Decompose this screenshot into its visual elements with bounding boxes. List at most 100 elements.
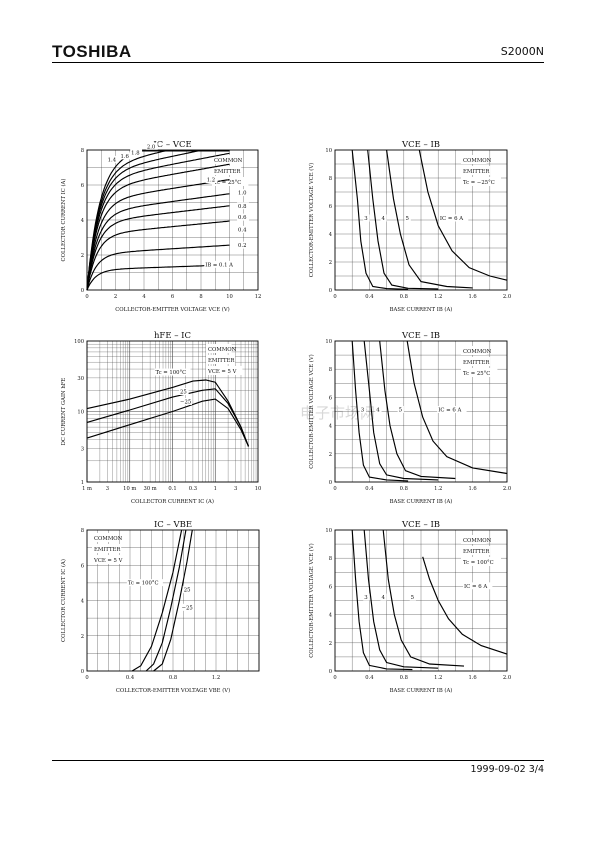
series-line — [382, 529, 465, 667]
y-tick-label: 0 — [329, 480, 332, 486]
curve-label-bg — [463, 582, 493, 590]
series-group — [86, 150, 230, 291]
x-tick-label: 2.0 — [503, 486, 511, 492]
x-axis-label: BASE CURRENT IB (A) — [390, 498, 453, 505]
curve-label: 1.6 — [120, 154, 129, 160]
x-tick-label: 10 — [255, 486, 262, 492]
curve-label: 0.6 — [238, 215, 247, 221]
curve-label-bg — [180, 603, 194, 611]
legend-entry: COMMON — [214, 158, 243, 164]
chart-hfe-ic: hFE – IC 1 m 3 10 m 30 m 0.1 0.3 1 3 10 1 3 10 30 100 C… — [61, 331, 261, 505]
curve-label: 25 — [184, 588, 191, 594]
x-tick-label: 30 m — [144, 486, 157, 492]
curve-label: 5 — [411, 595, 415, 601]
x-tick-label: 4 — [142, 294, 146, 300]
series-line — [351, 149, 409, 290]
chart-title: IC – VBE — [154, 520, 192, 530]
y-tick-label: 6 — [329, 204, 332, 210]
curve-label: IC = 6 A — [440, 216, 463, 222]
series-line — [363, 529, 439, 669]
series-line-0.2 — [86, 244, 230, 291]
series-group — [351, 149, 508, 290]
series-line — [406, 340, 508, 475]
curve-label-bg — [126, 579, 163, 587]
legend-bg — [461, 177, 501, 186]
x-tick-label: 1.6 — [468, 675, 476, 681]
legend-entry: EMITTER — [463, 360, 490, 366]
x-tick-label: 0.1 — [168, 486, 176, 492]
x-tick-label: 1.2 — [434, 294, 442, 300]
y-axis-label: COLLECTOR CURRENT IC (A) — [60, 559, 67, 642]
legend-entry: EMITTER — [214, 169, 241, 175]
series-line — [363, 340, 439, 481]
curve-label-bg — [397, 406, 404, 413]
y-tick-label: 2 — [81, 253, 84, 259]
series-line — [131, 529, 183, 672]
series-line — [418, 149, 508, 281]
plot-frame — [86, 340, 259, 483]
y-tick-label: 3 — [81, 446, 84, 452]
legend: COMMON EMITTER VCE = 5 V — [92, 533, 129, 564]
x-tick-label: 1 — [214, 486, 217, 492]
curve-label: Tc = 100°C — [155, 370, 186, 376]
series-line-1.4 — [86, 152, 230, 291]
series-line-2.0 — [86, 150, 230, 291]
y-tick-label: 10 — [77, 410, 84, 416]
curve-label-bg — [237, 225, 249, 233]
curve-label-bg — [380, 593, 387, 601]
y-tick-label: 0 — [81, 669, 84, 675]
curve-label: 4 — [381, 595, 385, 601]
plot-frame — [86, 149, 259, 291]
y-axis-label: COLLECTOR CURRENT IC (A) — [60, 179, 67, 262]
legend-bg — [461, 535, 487, 544]
x-tick-label: 2 — [114, 294, 117, 300]
legend-entry: Tc = 25°C — [463, 371, 490, 377]
grid — [335, 150, 507, 290]
legend-bg — [461, 166, 491, 175]
curve-label-bg — [375, 406, 382, 413]
curve-label-bg — [359, 406, 367, 413]
y-tick-label: 8 — [329, 367, 332, 373]
y-tick-label: 8 — [329, 176, 332, 182]
x-tick-label: 1.6 — [468, 294, 476, 300]
x-tick-label: 10 — [226, 294, 233, 300]
y-tick-label: 8 — [81, 528, 84, 534]
x-axis-label: COLLECTOR-EMITTER VOLTAGE VCE (V) — [115, 306, 230, 313]
curve-label: Tc = 100°C — [128, 581, 159, 587]
curve-label-bg — [438, 214, 469, 222]
plot-frame — [334, 529, 508, 672]
y-tick-label: 8 — [81, 148, 84, 154]
legend-entry: Tc = 100°C — [463, 560, 494, 566]
curve-label: 4 — [381, 216, 385, 222]
legend-entry: EMITTER — [94, 547, 121, 553]
curve-label-bg — [119, 152, 132, 160]
x-tick-label: 0.3 — [189, 486, 197, 492]
curve-label: 25 — [180, 390, 187, 396]
series-line — [367, 149, 439, 290]
legend-bg — [461, 357, 491, 366]
legend-entry: EMITTER — [463, 169, 490, 175]
series-line — [86, 398, 250, 447]
curve-label: 5 — [399, 408, 403, 414]
curve-label: IC = 6 A — [438, 408, 461, 414]
x-tick-label: 2.0 — [503, 675, 511, 681]
y-tick-label: 2 — [329, 452, 332, 458]
x-tick-label: 0.8 — [400, 486, 408, 492]
legend-entry: VCE = 5 V — [93, 558, 123, 564]
legend-entry: Tc = 25°C — [214, 180, 241, 186]
series-line-0.6 — [86, 205, 230, 291]
legend-entry: COMMON — [463, 158, 492, 164]
part-number: S2000N — [500, 45, 544, 58]
chart-vce-ib-m25: VCE – IB 0 0.4 0.8 1.2 1.6 2.0 0 2 4 6 8 10 BASE CURR… — [308, 140, 511, 313]
x-tick-label: 1 m — [82, 486, 92, 492]
y-tick-label: 100 — [74, 339, 84, 345]
legend-bg — [206, 366, 243, 375]
series-line — [145, 529, 187, 672]
series-line — [153, 529, 193, 672]
curve-label: 1.2 — [207, 178, 215, 184]
x-tick-label: 8 — [199, 294, 202, 300]
curve-label-bg — [179, 397, 192, 405]
legend-bg — [461, 155, 487, 164]
legend-bg — [212, 155, 238, 164]
curve-label: 0.8 — [238, 204, 247, 210]
